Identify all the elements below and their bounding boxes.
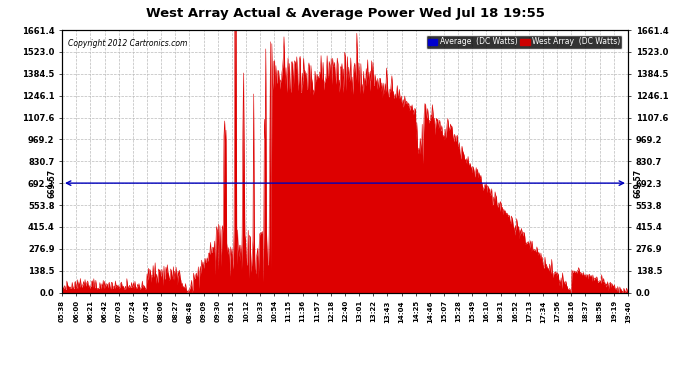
Text: Copyright 2012 Cartronics.com: Copyright 2012 Cartronics.com — [68, 39, 187, 48]
Text: 669.57: 669.57 — [48, 168, 57, 198]
Legend: Average  (DC Watts), West Array  (DC Watts): Average (DC Watts), West Array (DC Watts… — [426, 35, 622, 49]
Text: 669.57: 669.57 — [633, 168, 642, 198]
Text: West Array Actual & Average Power Wed Jul 18 19:55: West Array Actual & Average Power Wed Ju… — [146, 8, 544, 21]
